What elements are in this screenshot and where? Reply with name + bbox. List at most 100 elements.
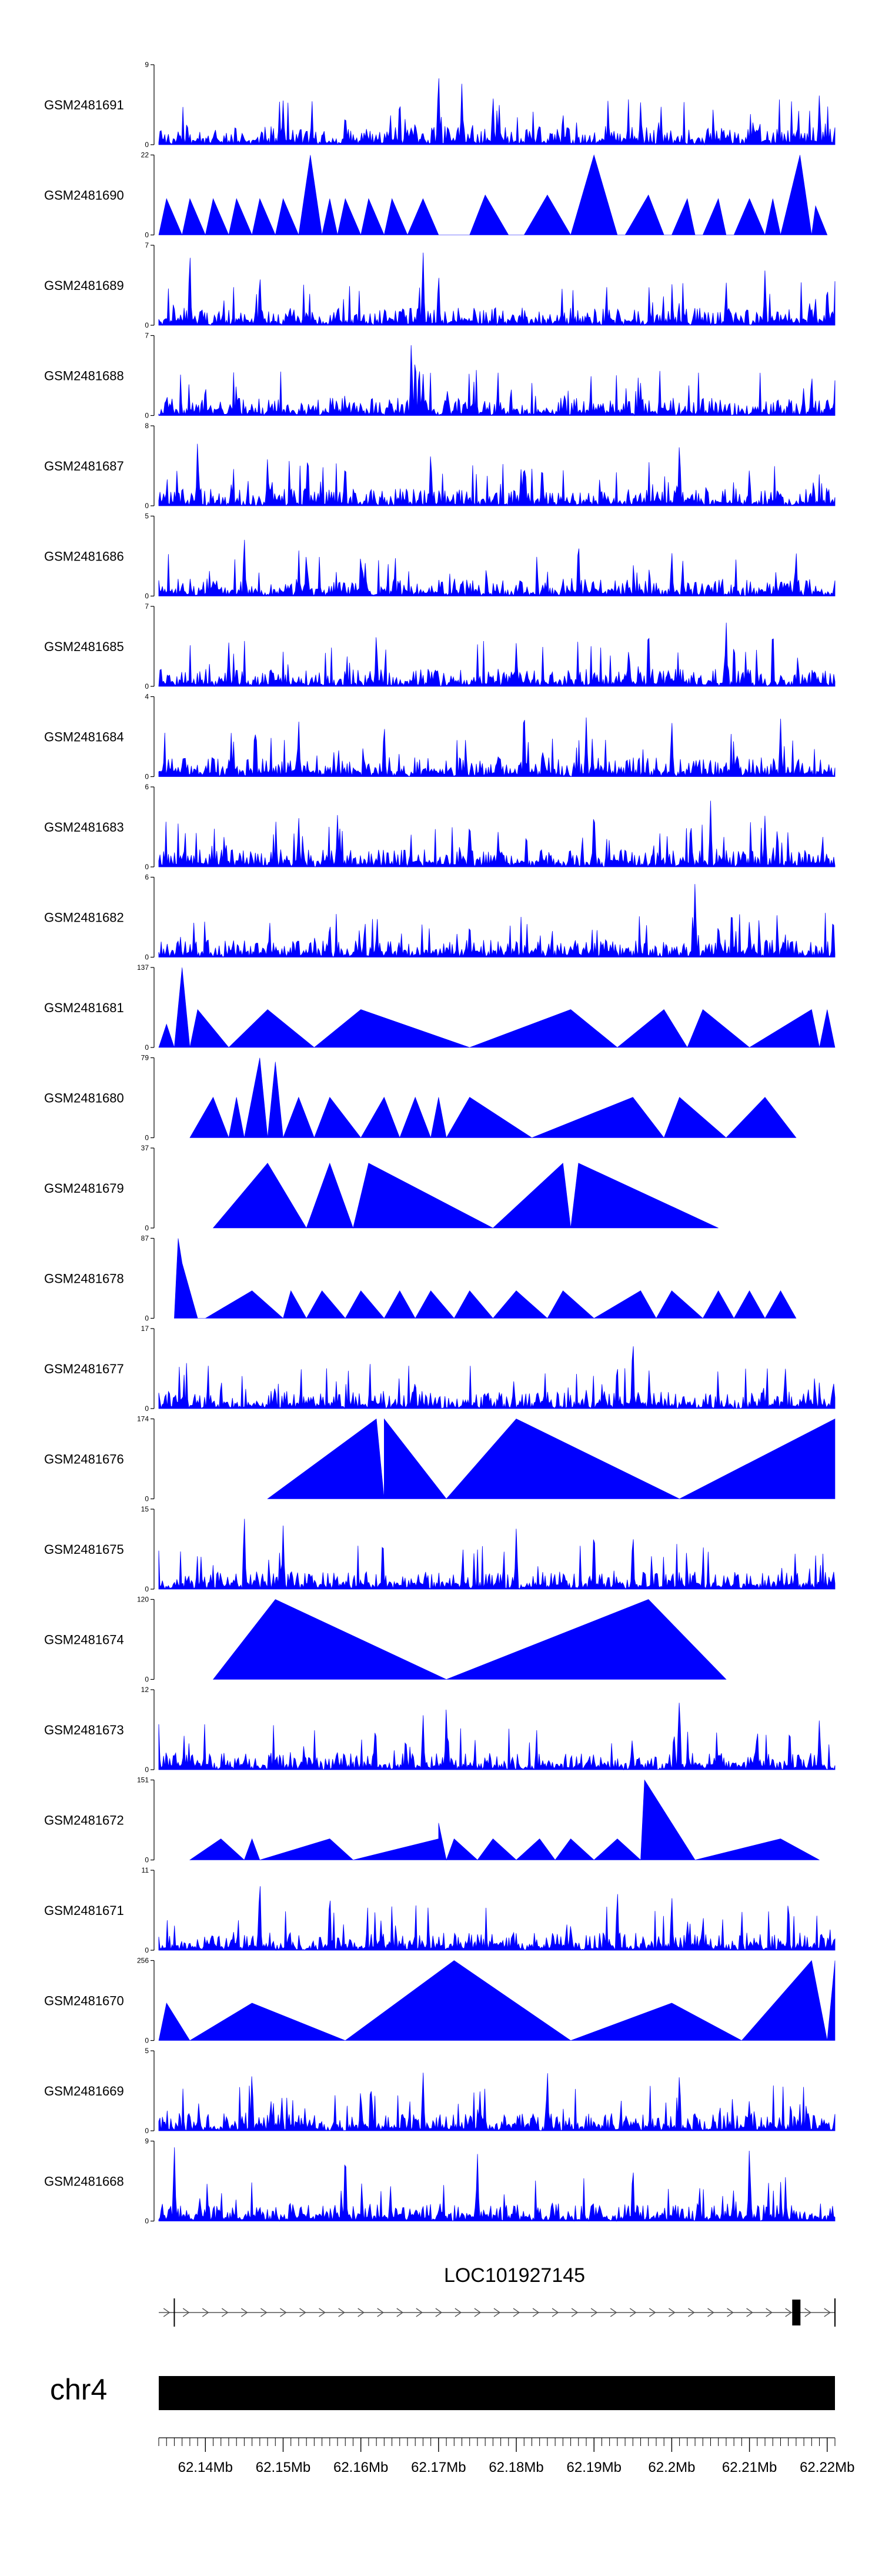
coverage-area [158, 1519, 836, 1590]
coverage-area [158, 1703, 836, 1771]
y-tick-label-min: 0 [145, 412, 149, 420]
y-tick-label-max: 6 [145, 783, 149, 791]
track-label: GSM2481688 [44, 369, 124, 383]
track-label: GSM2481674 [44, 1633, 124, 1647]
y-tick-label-min: 0 [145, 2127, 149, 2135]
strand-arrow-icon [552, 2308, 559, 2317]
y-tick-label-min: 0 [145, 592, 149, 600]
strand-arrow-icon [163, 2308, 171, 2317]
y-tick-label-min: 0 [145, 321, 149, 329]
coverage-area [158, 252, 836, 326]
coverage-area [158, 1960, 836, 2041]
strand-arrow-icon [669, 2308, 676, 2317]
y-tick-label-min: 0 [145, 953, 149, 962]
y-tick-label-min: 0 [145, 231, 149, 239]
coverage-area [158, 800, 836, 868]
coverage-area [267, 1418, 836, 1499]
strand-arrow-icon [474, 2308, 482, 2317]
x-tick-label: 62.22Mb [800, 2460, 854, 2475]
x-tick-label: 62.2Mb [648, 2460, 695, 2475]
track-label: GSM2481668 [44, 2174, 124, 2189]
chromosome-ideogram: chr4 [50, 2373, 835, 2410]
track-label: GSM2481676 [44, 1452, 124, 1467]
track-label: GSM2481685 [44, 639, 124, 654]
strand-arrow-icon [727, 2308, 734, 2317]
coverage-area [189, 1057, 797, 1139]
y-tick-label-max: 22 [141, 151, 149, 159]
track-label: GSM2481687 [44, 459, 124, 473]
track-label: GSM2481689 [44, 278, 124, 293]
coverage-area [158, 443, 836, 507]
y-tick-label-min: 0 [145, 863, 149, 871]
y-tick-label-max: 256 [137, 1957, 149, 1965]
coverage-area [158, 539, 836, 597]
y-tick-label-min: 0 [145, 2217, 149, 2225]
track-label: GSM2481686 [44, 549, 124, 564]
y-tick-label-min: 0 [145, 1404, 149, 1413]
y-tick-label-max: 151 [137, 1776, 149, 1784]
track-label: GSM2481677 [44, 1362, 124, 1376]
track-label: GSM2481683 [44, 820, 124, 835]
track-GSM2481675: GSM2481675 15 0 [44, 1505, 836, 1593]
strand-arrow-icon [493, 2308, 501, 2317]
strand-arrow-icon [202, 2308, 209, 2317]
y-tick-label-max: 7 [145, 332, 149, 340]
y-tick-label-max: 7 [145, 241, 149, 249]
track-GSM2481668: GSM2481668 9 0 [44, 2137, 836, 2225]
x-tick-label: 62.15Mb [256, 2460, 310, 2475]
track-GSM2481674: GSM2481674 120 0 [44, 1596, 727, 1684]
strand-arrow-icon [590, 2308, 598, 2317]
strand-arrow-icon [455, 2308, 462, 2317]
x-tick-label: 62.21Mb [722, 2460, 777, 2475]
track-label: GSM2481669 [44, 2084, 124, 2098]
track-GSM2481673: GSM2481673 12 0 [44, 1686, 836, 1774]
track-GSM2481685: GSM2481685 7 0 [44, 602, 836, 690]
y-tick-label-max: 17 [141, 1324, 149, 1333]
track-GSM2481669: GSM2481669 5 0 [44, 2047, 836, 2135]
y-tick-label-max: 9 [145, 61, 149, 69]
track-GSM2481672: GSM2481672 151 0 [44, 1776, 820, 1864]
coverage-area [158, 154, 828, 236]
track-GSM2481679: GSM2481679 37 0 [44, 1144, 719, 1232]
strand-arrow-icon [746, 2308, 753, 2317]
y-tick-label-min: 0 [145, 1585, 149, 1593]
track-GSM2481677: GSM2481677 17 0 [44, 1324, 836, 1413]
strand-arrow-icon [241, 2308, 248, 2317]
track-GSM2481691: GSM2481691 9 0 [44, 61, 836, 149]
x-tick-label: 62.17Mb [411, 2460, 466, 2475]
track-label: GSM2481678 [44, 1272, 124, 1286]
x-tick-label: 62.19Mb [567, 2460, 622, 2475]
y-tick-label-max: 11 [142, 1866, 149, 1874]
coverage-area [158, 1346, 836, 1410]
strand-arrow-icon [571, 2308, 579, 2317]
track-label: GSM2481670 [44, 1994, 124, 2008]
strand-arrow-icon [221, 2308, 229, 2317]
track-label: GSM2481684 [44, 730, 124, 745]
strand-arrow-icon [688, 2308, 695, 2317]
track-GSM2481676: GSM2481676 174 0 [44, 1415, 836, 1503]
track-GSM2481688: GSM2481688 7 0 [44, 332, 836, 420]
track-GSM2481686: GSM2481686 5 0 [44, 512, 836, 600]
track-GSM2481684: GSM2481684 4 0 [44, 693, 836, 781]
strand-arrow-icon [824, 2308, 831, 2317]
strand-arrow-icon [435, 2308, 443, 2317]
track-label: GSM2481673 [44, 1723, 124, 1737]
x-tick-label: 62.18Mb [489, 2460, 543, 2475]
track-GSM2481687: GSM2481687 8 0 [44, 422, 836, 510]
x-tick-label: 62.16Mb [333, 2460, 388, 2475]
coverage-area [158, 622, 836, 688]
strand-arrow-icon [182, 2308, 190, 2317]
track-label: GSM2481672 [44, 1813, 124, 1828]
coverage-area [158, 967, 836, 1048]
y-tick-label-min: 0 [145, 682, 149, 690]
coverage-area [189, 1779, 820, 1861]
y-tick-label-max: 79 [141, 1054, 149, 1062]
strand-arrow-icon [629, 2308, 637, 2317]
track-label: GSM2481682 [44, 910, 124, 925]
y-tick-label-max: 6 [145, 873, 149, 882]
chromosome-bar [159, 2376, 835, 2410]
strand-arrow-icon [377, 2308, 384, 2317]
y-tick-label-min: 0 [145, 1224, 149, 1232]
y-tick-label-min: 0 [145, 1946, 149, 1954]
x-tick-label: 62.14Mb [178, 2460, 233, 2475]
